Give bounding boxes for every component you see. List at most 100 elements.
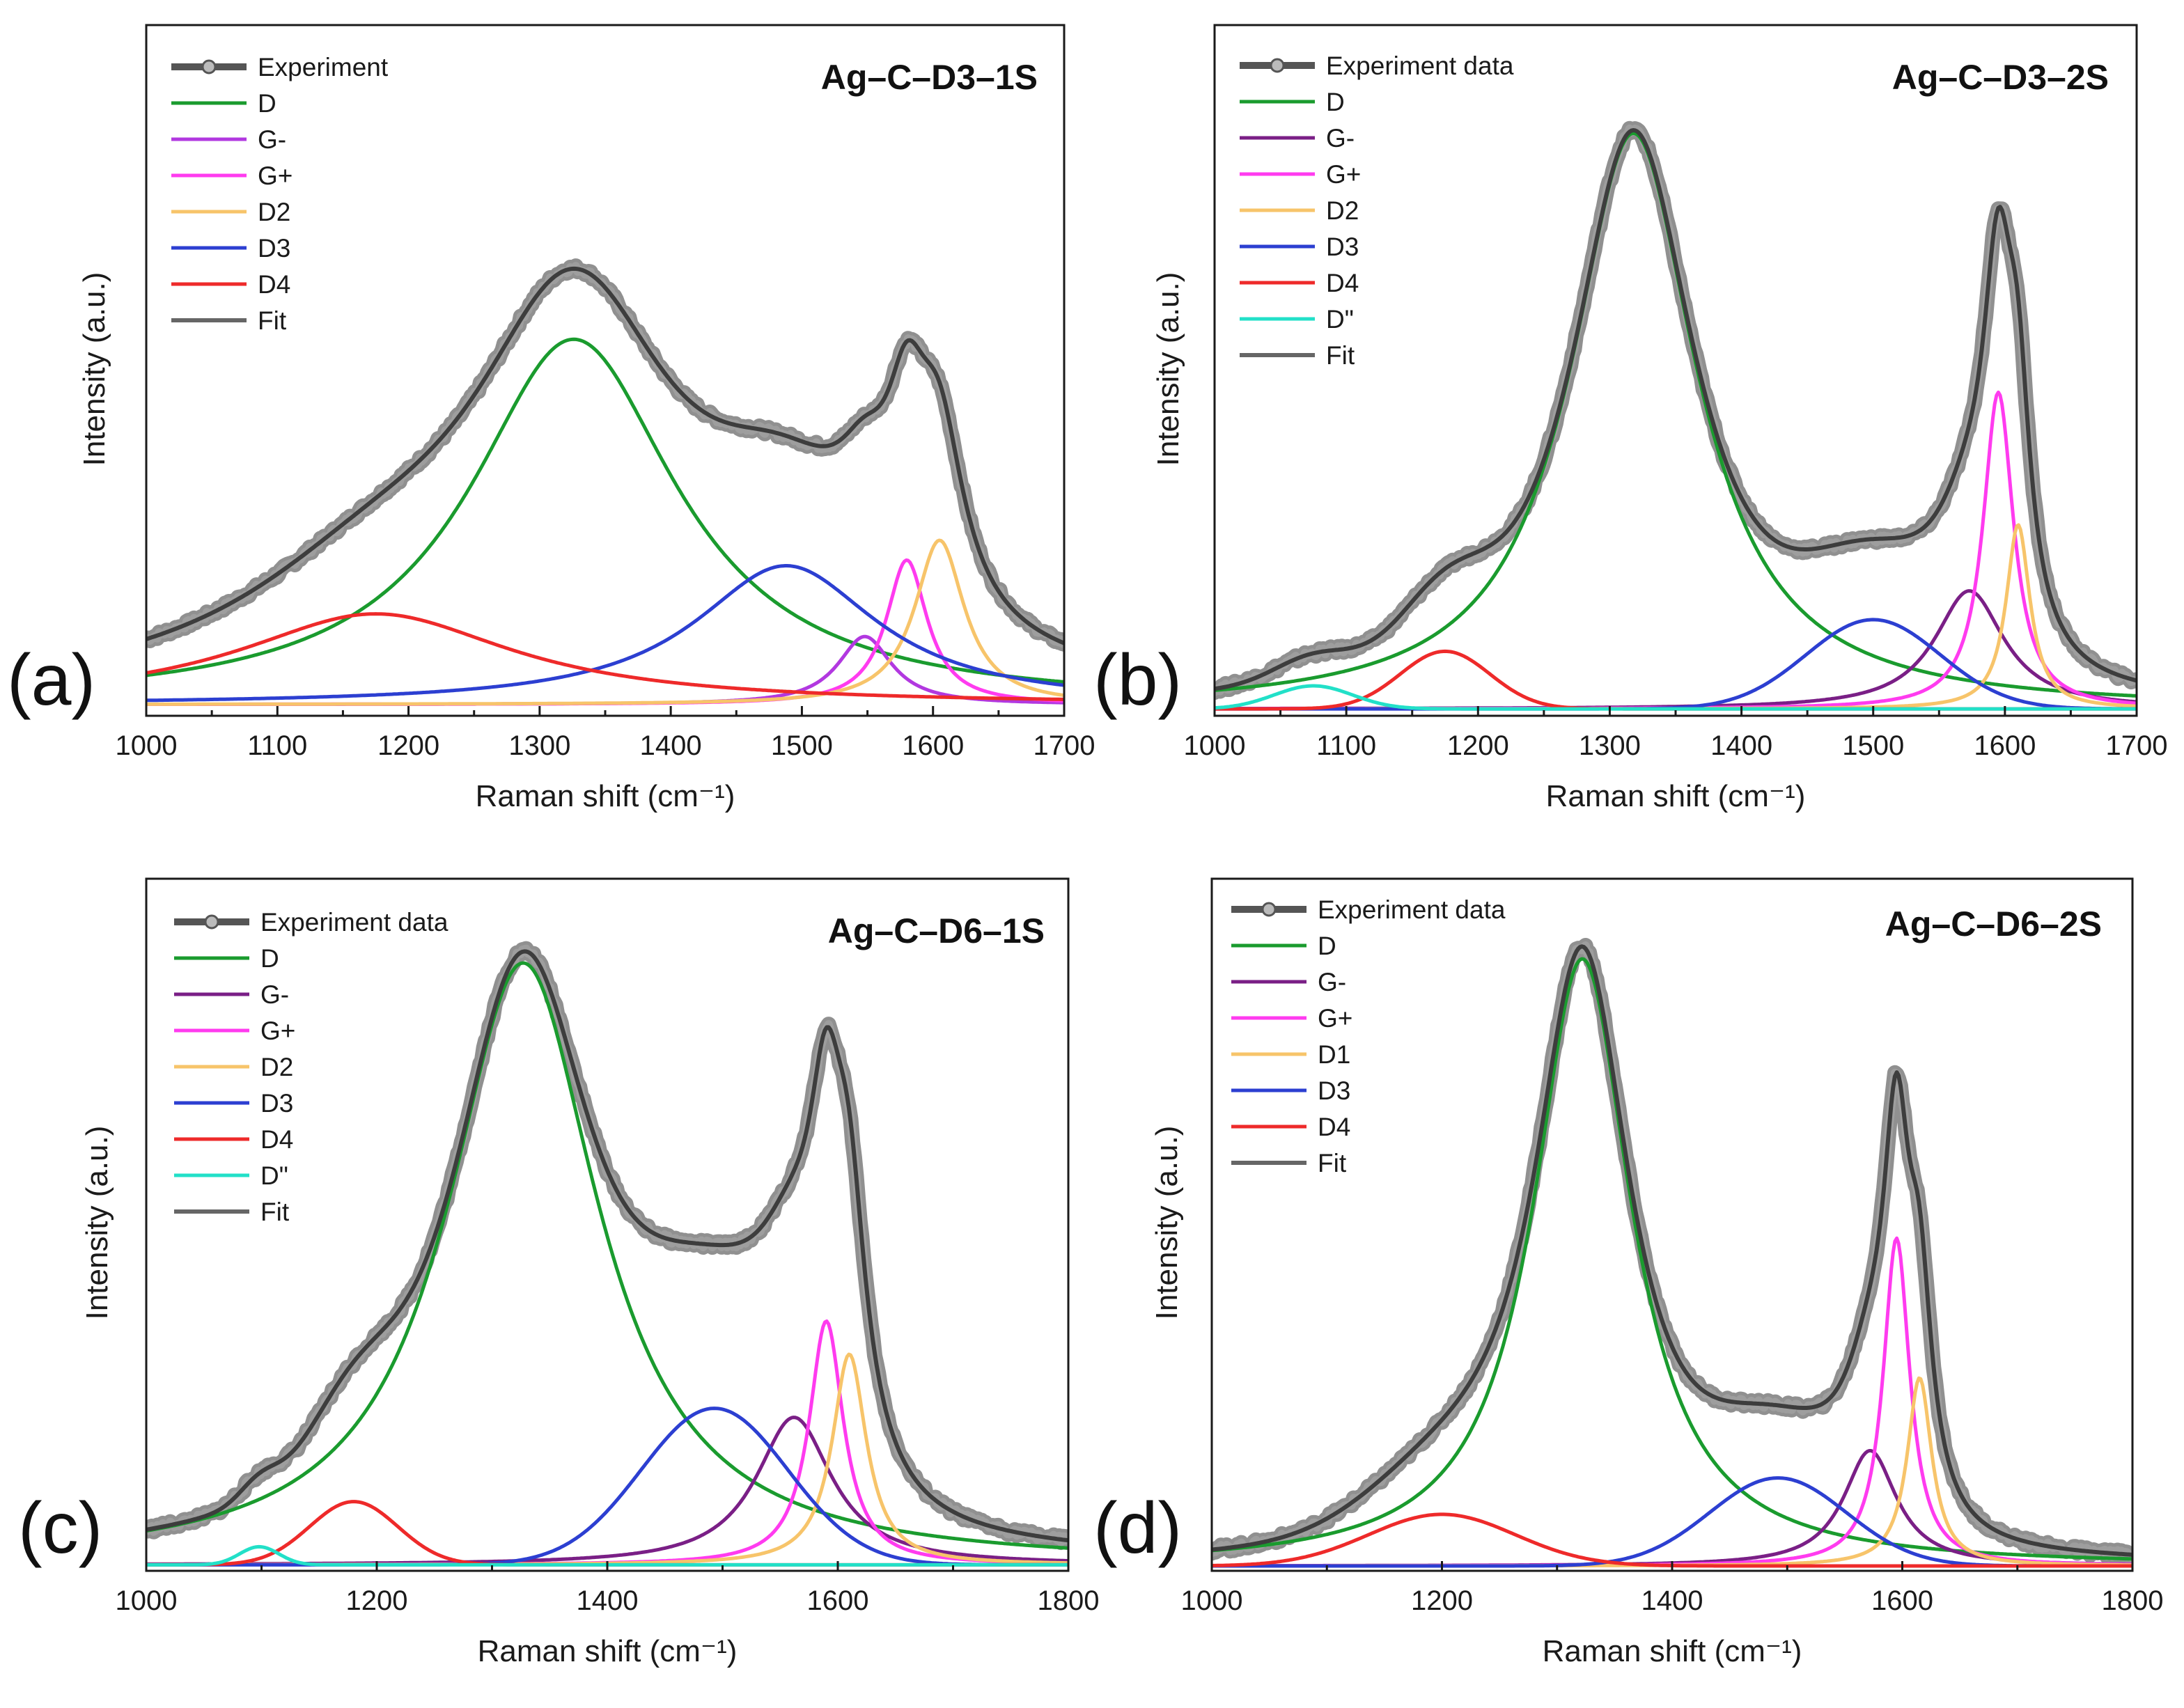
- x-tick-label: 1600: [1974, 730, 2036, 761]
- x-tick-label: 1200: [1447, 730, 1509, 761]
- panel-letter: (c): [18, 1488, 102, 1569]
- y-axis-label: Intensity (a.u.): [77, 272, 111, 467]
- series-fit: [1215, 128, 2137, 691]
- x-tick-label: 1100: [247, 730, 307, 761]
- legend-label-dpp: D": [260, 1161, 288, 1190]
- x-tick-label: 1000: [1181, 1585, 1243, 1616]
- legend-label-gplus: G+: [1326, 160, 1361, 189]
- series-fit: [146, 949, 1068, 1543]
- x-tick-label: 1000: [1184, 730, 1246, 761]
- series-experiment-data: [1212, 938, 2132, 1566]
- plot-area: [1215, 120, 2137, 711]
- axis-frame: [1210, 877, 2134, 1572]
- x-tick-label: 1600: [807, 1585, 869, 1616]
- legend-label-d1: D1: [1318, 1040, 1350, 1069]
- x-tick-label: 1200: [346, 1585, 408, 1616]
- legend: Experiment D G- G+ D2 D3 D4 Fit: [171, 53, 389, 335]
- legend-label-d2: D2: [258, 198, 290, 226]
- legend-label-gminus: G-: [1326, 124, 1355, 152]
- legend-label-fit: Fit: [1326, 341, 1355, 370]
- legend-marker-icon: [201, 59, 217, 75]
- legend-label-d3: D3: [1326, 233, 1359, 261]
- legend-label-experiment-data: Experiment data: [1318, 895, 1506, 924]
- x-axis-label: Raman shift (cm⁻¹): [1546, 779, 1806, 813]
- x-tick-label: 1500: [1842, 730, 1904, 761]
- series-d2: [1215, 523, 2137, 711]
- x-tick-label: 1800: [1038, 1585, 1100, 1616]
- panel-title: Ag–C–D6–2S: [1885, 904, 2102, 943]
- legend-label-d: D: [1318, 932, 1336, 960]
- panel-title: Ag–C–D6–1S: [828, 911, 1045, 950]
- y-axis-label: Intensity (a.u.): [1150, 1126, 1184, 1320]
- legend-label-gminus: G-: [260, 980, 289, 1009]
- legend-label-dpp: D": [1326, 305, 1354, 334]
- x-tick-label: 1400: [1710, 730, 1772, 761]
- series-d: [146, 961, 1068, 1550]
- x-tick-label: 1000: [116, 1585, 178, 1616]
- legend-label-d: D: [258, 89, 276, 118]
- legend-label-d2: D2: [260, 1053, 293, 1081]
- series-d3: [146, 564, 1064, 703]
- series-d3: [146, 1407, 1068, 1567]
- legend-marker-icon: [1261, 902, 1277, 917]
- x-tick-label: 1400: [640, 730, 702, 761]
- plot-area: [1212, 938, 2132, 1568]
- series-d2: [146, 538, 1064, 706]
- legend-label-fit: Fit: [260, 1198, 290, 1226]
- panel-title: Ag–C–D3–1S: [821, 58, 1038, 97]
- legend-label-d3: D3: [1318, 1076, 1350, 1105]
- legend-label-d3: D3: [258, 234, 290, 263]
- x-tick-label: 1700: [1034, 730, 1095, 761]
- legend-label-fit: Fit: [258, 306, 287, 335]
- x-axis-label: Raman shift (cm⁻¹): [478, 1634, 738, 1668]
- x-tick-label: 1300: [508, 730, 570, 761]
- series-fit: [1212, 944, 2132, 1557]
- plot-area: [146, 258, 1064, 706]
- x-axis-label: Raman shift (cm⁻¹): [1543, 1634, 1802, 1668]
- series-fit: [146, 266, 1064, 645]
- legend-marker-icon: [204, 914, 219, 930]
- legend: Experiment data D G- G+ D1 D3 D4 Fit: [1231, 895, 1506, 1177]
- legend-label-gplus: G+: [258, 162, 292, 190]
- legend-label-d4: D4: [1318, 1113, 1350, 1141]
- legend-label-d4: D4: [258, 270, 290, 299]
- series-d4: [146, 612, 1064, 701]
- panel-a: 1000 1100 1200 1300 1400 1500 1600 1700 Raman sh…: [7, 24, 1095, 813]
- plot-area: [146, 941, 1068, 1567]
- series-d: [146, 337, 1064, 684]
- legend-label-gminus: G-: [258, 125, 286, 154]
- panel-b: 1000 1100 1200 1300 1400 1500 1600 1700 Raman sh…: [1093, 24, 2168, 813]
- x-tick-label: 1300: [1579, 730, 1641, 761]
- legend-label-gminus: G-: [1318, 968, 1346, 996]
- panel-d: 1000 1200 1400 1600 1800 Raman shift (cm⁻¹) In…: [1093, 877, 2163, 1668]
- legend-label-experiment-data: Experiment data: [1326, 52, 1514, 80]
- panel-letter: (b): [1093, 640, 1182, 721]
- series-d4: [1215, 649, 2137, 711]
- legend-label-d2: D2: [1326, 196, 1359, 225]
- x-tick-label: 1500: [771, 730, 833, 761]
- panel-c: 1000 1200 1400 1600 1800 Raman shift (cm⁻¹) In…: [18, 877, 1100, 1668]
- legend-label-experiment: Experiment: [258, 53, 389, 81]
- legend-label-d: D: [1326, 88, 1345, 116]
- series-dpp: [1215, 684, 2137, 711]
- panel-letter: (d): [1093, 1488, 1182, 1569]
- series-gplus: [146, 558, 1064, 706]
- legend-label-d3: D3: [260, 1089, 293, 1118]
- y-axis-label: Intensity (a.u.): [80, 1126, 114, 1320]
- legend-label-gplus: G+: [260, 1017, 295, 1045]
- series-gplus: [1215, 390, 2137, 711]
- series-gplus: [146, 1319, 1068, 1567]
- x-tick-label: 1700: [2106, 730, 2168, 761]
- series-experiment-data-highlight: [1212, 941, 2132, 1562]
- x-tick-label: 1600: [902, 730, 964, 761]
- legend-label-gplus: G+: [1318, 1004, 1352, 1033]
- legend-label-d4: D4: [260, 1125, 293, 1154]
- x-tick-label: 1600: [1871, 1585, 1933, 1616]
- x-tick-label: 1400: [1641, 1585, 1703, 1616]
- x-tick-label: 1200: [377, 730, 439, 761]
- panel-title: Ag–C–D3–2S: [1892, 58, 2109, 97]
- legend-marker-icon: [1270, 58, 1285, 73]
- x-tick-label: 1400: [577, 1585, 639, 1616]
- x-tick-label: 1100: [1316, 730, 1376, 761]
- legend: Experiment data D G- G+ D2 D3 D4 D" Fit: [174, 908, 448, 1226]
